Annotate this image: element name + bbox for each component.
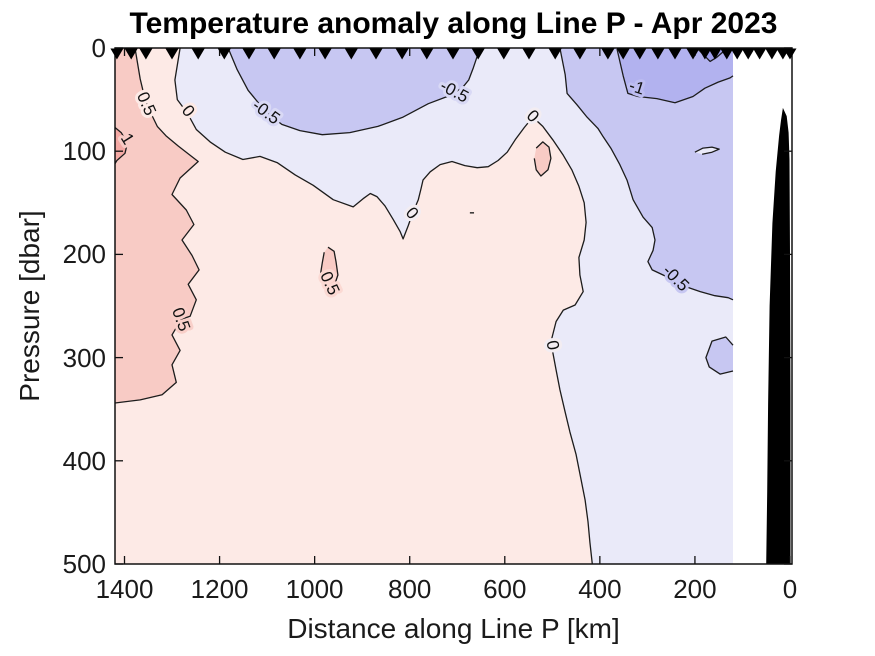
contour-region-right-minus0.5-blob [705, 337, 733, 375]
contour-region-left-positive-0.5-band [115, 48, 200, 403]
contour-line-right-minus0.5-band [559, 47, 734, 301]
station-marker [522, 48, 536, 60]
station-marker [395, 48, 409, 60]
x-tick-label: 1400 [95, 574, 154, 604]
station-marker [420, 48, 434, 60]
contour-line-topright-minus1-region [616, 48, 734, 104]
bathymetry-mask [766, 107, 791, 565]
contour-line-topleft-minus0.5-patch [227, 47, 481, 136]
station-marker [165, 48, 179, 60]
station-marker [730, 48, 744, 60]
station-marker [293, 48, 307, 60]
contour-region-small-warm-island-mid [319, 247, 338, 289]
station-marker [242, 48, 256, 60]
y-tick-label: 200 [62, 239, 106, 270]
station-marker [698, 48, 712, 60]
station-marker [318, 48, 332, 60]
contour-region-topleft-minus0.5-patch [228, 48, 481, 135]
station-marker [124, 48, 138, 60]
y-tick-label: 400 [62, 445, 106, 476]
x-tick-label: 1200 [190, 574, 249, 604]
contour-region-left-plus1-blob [115, 127, 128, 164]
x-tick-label: 600 [483, 574, 527, 604]
contour-line-white-lens [694, 146, 720, 155]
contour-label: - [469, 203, 475, 222]
station-marker [110, 48, 124, 60]
contour-region-small-warm-island-top [534, 141, 551, 176]
x-axis-label: Distance along Line P [km] [287, 613, 620, 644]
station-marker [369, 48, 383, 60]
contour-region-right-minus0.5-band [559, 48, 733, 300]
y-tick-label: 0 [91, 33, 106, 63]
station-marker [191, 48, 205, 60]
x-tick-label: 1000 [285, 574, 344, 604]
station-marker [651, 48, 665, 60]
station-marker [708, 48, 722, 60]
station-marker [753, 48, 767, 60]
station-marker [548, 48, 562, 60]
station-marker [783, 48, 797, 60]
plot-box [114, 47, 793, 565]
y-axis-label: Pressure [dbar] [14, 210, 45, 402]
station-marker [601, 48, 615, 60]
station-marker [497, 48, 511, 60]
contour-line-right-minus0.5-blob [705, 336, 734, 375]
station-marker [668, 48, 682, 60]
contour-line-left-positive-0.5-band [114, 47, 200, 404]
station-marker [573, 48, 587, 60]
station-marker [741, 48, 755, 60]
y-tick-label: 500 [62, 549, 106, 579]
station-marker [720, 48, 734, 60]
x-tick-label: 200 [673, 574, 717, 604]
x-tick-label: 400 [578, 574, 622, 604]
station-marker [686, 48, 700, 60]
station-marker [344, 48, 358, 60]
contour-line-small-warm-island-top [533, 141, 552, 177]
station-marker [765, 48, 779, 60]
contour-line-small-warm-island-mid [319, 246, 339, 290]
y-tick-label: 100 [62, 136, 106, 167]
station-marker [267, 48, 281, 60]
x-tick-label: 0 [782, 574, 798, 604]
page-title: Temperature anomaly along Line P - Apr 2… [129, 7, 778, 40]
station-marker [471, 48, 485, 60]
station-marker [633, 48, 647, 60]
contour-region-negative-0-to-0.5 [174, 48, 733, 564]
contour-line-negative-0-to-0.5 [174, 47, 593, 565]
station-marker [446, 48, 460, 60]
contour-region-topright-minus1-region [617, 48, 733, 103]
station-marker [217, 48, 231, 60]
y-tick-label: 300 [62, 342, 106, 373]
x-tick-label: 800 [387, 574, 432, 604]
station-marker [616, 48, 630, 60]
contour-region-white-lens [694, 147, 720, 155]
station-marker [139, 48, 153, 60]
contour-line-left-plus1-blob [114, 126, 129, 164]
